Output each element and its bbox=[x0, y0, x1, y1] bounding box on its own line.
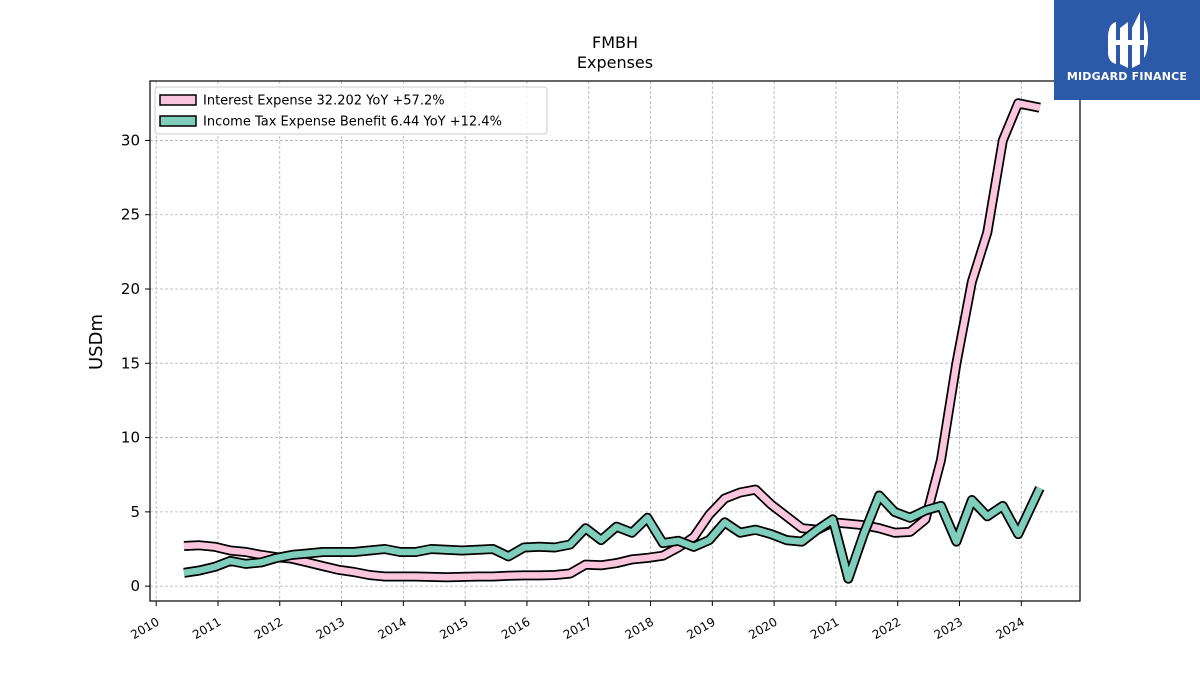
x-tick-label: 2019 bbox=[684, 615, 717, 642]
x-tick-label: 2022 bbox=[870, 615, 903, 642]
chart-subtitle: Expenses bbox=[577, 53, 653, 72]
y-axis-label: USDm bbox=[86, 314, 107, 370]
y-tick-label: 10 bbox=[121, 429, 140, 447]
x-tick-label: 2024 bbox=[993, 615, 1026, 642]
y-tick-label: 0 bbox=[130, 577, 140, 595]
y-tick-label: 15 bbox=[121, 354, 140, 372]
plot-frame bbox=[149, 80, 1081, 602]
y-tick-label: 25 bbox=[121, 206, 140, 224]
x-tick-label: 2020 bbox=[746, 615, 779, 642]
x-tick-label: 2023 bbox=[932, 615, 965, 642]
brand-logo: MIDGARD FINANCE bbox=[1054, 0, 1200, 100]
x-tick-label: 2018 bbox=[623, 615, 656, 642]
legend: Interest Expense 32.202 YoY +57.2% Incom… bbox=[154, 86, 548, 135]
chart-title: FMBH bbox=[592, 33, 638, 52]
series-line-interest-expense bbox=[183, 100, 1041, 581]
y-tick-label: 20 bbox=[121, 280, 140, 298]
logo-text: MIDGARD FINANCE bbox=[1066, 70, 1188, 83]
x-tick-label: 2016 bbox=[499, 615, 532, 642]
series-outline-interest-expense bbox=[183, 98, 1041, 583]
x-tick-label: 2012 bbox=[252, 615, 285, 642]
legend-box bbox=[154, 86, 548, 135]
x-tick-label: 2010 bbox=[128, 615, 161, 642]
legend-label-income-tax: Income Tax Expense Benefit 6.44 YoY +12.… bbox=[203, 115, 502, 130]
legend-swatch-interest-expense bbox=[159, 94, 197, 106]
x-tick-label: 2017 bbox=[561, 615, 594, 642]
x-tick-label: 2015 bbox=[437, 615, 470, 642]
series-lines bbox=[183, 98, 1045, 584]
grid-lines bbox=[150, 81, 1080, 601]
legend-label-interest-expense: Interest Expense 32.202 YoY +57.2% bbox=[203, 94, 445, 109]
x-tick-label: 2014 bbox=[375, 615, 408, 642]
series-line-income-tax-expense-benefit bbox=[183, 486, 1043, 582]
y-tick-label: 30 bbox=[121, 131, 140, 149]
logo-mark-icon bbox=[1108, 12, 1148, 68]
x-tick-label: 2013 bbox=[314, 615, 347, 642]
x-tick-label: 2021 bbox=[808, 615, 841, 642]
y-tick-label: 5 bbox=[130, 503, 140, 521]
x-tick-label: 2011 bbox=[190, 615, 223, 642]
legend-swatch-income-tax bbox=[159, 115, 197, 127]
